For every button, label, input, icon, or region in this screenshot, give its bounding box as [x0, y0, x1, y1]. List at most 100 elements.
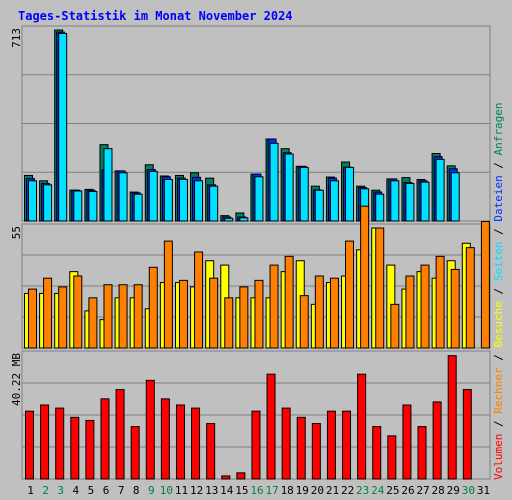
bar-volumen-day-8 — [130, 426, 140, 480]
bar-seiten-day-22 — [345, 166, 355, 222]
bar-seiten-day-26 — [405, 182, 415, 222]
bar-volumen-day-30 — [462, 389, 472, 480]
bars-volume — [25, 355, 472, 480]
x-label-day-18: 18 — [281, 484, 294, 497]
x-label-day-22: 22 — [341, 484, 354, 497]
bar-volumen-day-18 — [281, 407, 291, 480]
panel-hits: 713 — [10, 25, 491, 222]
bar-rechner-day-25 — [390, 303, 400, 349]
x-label-day-31: 31 — [477, 484, 490, 497]
right-legend: Volumen / Rechner / Besuche / Seiten / D… — [492, 102, 505, 480]
bars-visits — [24, 205, 490, 349]
bar-seiten-day-9 — [148, 170, 158, 222]
bar-rechner-day-22 — [345, 240, 355, 349]
x-label-day-23: 23 — [356, 484, 369, 497]
x-label-day-29: 29 — [447, 484, 460, 497]
bar-seiten-day-16 — [254, 176, 264, 222]
x-label-day-5: 5 — [88, 484, 95, 497]
bar-volumen-day-2 — [40, 404, 50, 480]
x-label-day-19: 19 — [296, 484, 309, 497]
panel-volume: 40.22 MB — [10, 350, 491, 480]
bar-volumen-day-16 — [251, 410, 261, 480]
bar-rechner-day-26 — [405, 275, 415, 349]
bar-volumen-day-27 — [417, 426, 427, 480]
bar-seiten-day-15 — [239, 217, 249, 222]
bar-seiten-day-10 — [163, 178, 173, 222]
bar-rechner-day-17 — [269, 264, 279, 349]
bar-volumen-day-7 — [115, 389, 125, 480]
bar-rechner-day-5 — [88, 297, 98, 349]
bar-volumen-day-4 — [70, 416, 80, 480]
legend-sep-2: / — [492, 348, 505, 368]
legend-sep-1: / — [492, 414, 505, 434]
panel-visits: 55 — [10, 205, 491, 349]
bar-seiten-day-11 — [178, 178, 188, 222]
bar-seiten-day-29 — [450, 172, 460, 222]
bar-seiten-day-2 — [43, 184, 53, 222]
bar-seiten-day-7 — [118, 172, 128, 222]
bar-rechner-day-30 — [465, 247, 475, 349]
bar-rechner-day-14 — [224, 297, 234, 349]
bar-volumen-day-29 — [447, 355, 457, 480]
bar-rechner-day-21 — [329, 277, 339, 349]
bar-rechner-day-8 — [133, 284, 143, 349]
legend-volumen: Volumen — [492, 434, 505, 480]
y-max-label-visits: 55 — [10, 226, 23, 239]
x-label-day-15: 15 — [235, 484, 248, 497]
bar-volumen-day-13 — [206, 423, 216, 480]
bar-rechner-day-4 — [73, 275, 83, 349]
legend-rechner: Rechner — [492, 367, 505, 414]
x-label-day-27: 27 — [416, 484, 429, 497]
x-label-day-4: 4 — [73, 484, 80, 497]
x-label-day-6: 6 — [103, 484, 110, 497]
legend-sep-4: / — [492, 222, 505, 242]
bar-rechner-day-7 — [118, 284, 128, 349]
legend-seiten: Seiten — [492, 242, 505, 282]
x-label-day-25: 25 — [386, 484, 399, 497]
bar-seiten-day-19 — [299, 166, 309, 222]
x-label-day-20: 20 — [311, 484, 324, 497]
bar-rechner-day-29 — [450, 268, 460, 349]
bar-rechner-day-2 — [43, 277, 53, 349]
x-label-day-28: 28 — [432, 484, 445, 497]
bar-seiten-day-18 — [284, 153, 294, 222]
bar-seiten-day-13 — [209, 185, 219, 222]
bar-volumen-day-12 — [191, 407, 201, 480]
bar-volumen-day-24 — [372, 426, 382, 480]
bar-rechner-day-13 — [209, 277, 219, 349]
bar-seiten-day-20 — [314, 189, 324, 222]
x-label-day-14: 14 — [220, 484, 234, 497]
bar-volumen-day-10 — [160, 398, 170, 480]
x-label-day-8: 8 — [133, 484, 140, 497]
legend-anfragen: Anfragen — [492, 102, 505, 155]
bar-volumen-day-14 — [221, 475, 231, 480]
bar-rechner-day-20 — [314, 275, 324, 349]
bar-rechner-day-3 — [58, 286, 68, 349]
bar-volumen-day-28 — [432, 401, 442, 480]
bar-volumen-day-20 — [311, 423, 321, 480]
bar-seiten-day-8 — [133, 193, 143, 222]
bar-seiten-day-25 — [390, 180, 400, 222]
x-label-day-30: 30 — [462, 484, 475, 497]
bar-volumen-day-21 — [326, 410, 336, 480]
legend-sep-3: / — [492, 281, 505, 301]
bar-seiten-day-4 — [73, 190, 83, 222]
bar-rechner-day-28 — [435, 255, 445, 349]
legend-sep-5: / — [492, 155, 505, 175]
x-label-day-1: 1 — [27, 484, 34, 497]
x-label-day-11: 11 — [175, 484, 188, 497]
bar-rechner-day-6 — [103, 284, 113, 349]
bar-volumen-day-15 — [236, 472, 246, 480]
x-axis-day-labels: 1 2 3 4 5 6 7 8 9 10 11 12 13 14 15 16 17 18 19 20 21 22 23 24 2… — [27, 484, 490, 497]
x-label-day-2: 2 — [42, 484, 49, 497]
bar-seiten-day-24 — [375, 193, 385, 222]
bar-seiten-day-17 — [269, 142, 279, 222]
bar-volumen-day-11 — [175, 404, 185, 480]
x-label-day-16: 16 — [250, 484, 263, 497]
bar-seiten-day-12 — [194, 180, 204, 222]
bar-volumen-day-5 — [85, 419, 95, 480]
bar-rechner-day-1 — [28, 288, 37, 349]
x-label-day-24: 24 — [371, 484, 385, 497]
x-label-day-26: 26 — [401, 484, 414, 497]
